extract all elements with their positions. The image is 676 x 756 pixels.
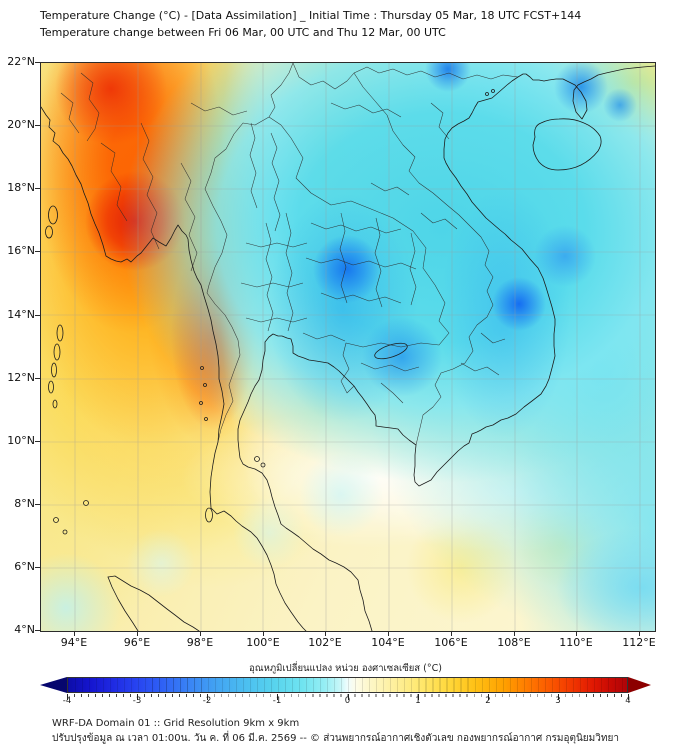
lon-tick (514, 631, 515, 636)
colorbar-tick-3: 3 (555, 696, 561, 706)
colorbar-gradient (67, 677, 628, 693)
lon-tick (388, 631, 389, 636)
colorbar-major-tick (347, 694, 349, 700)
lat-label-14n: 14°N (7, 308, 35, 321)
lat-tick (35, 315, 40, 316)
page-title: Temperature Change (°C) - [Data Assimila… (40, 9, 582, 22)
admin-borders (60, 63, 519, 446)
footer-block: WRF-DA Domain 01 :: Grid Resolution 9km … (52, 716, 662, 746)
lon-label-96e: 96°E (123, 636, 151, 649)
lon-label-110e: 110°E (559, 636, 593, 649)
lat-tick (35, 567, 40, 568)
lon-label-108e: 108°E (497, 636, 531, 649)
lat-tick (35, 62, 40, 63)
lon-tick (576, 631, 577, 636)
colorbar-major-tick (207, 694, 208, 700)
page-subtitle: Temperature change between Fri 06 Mar, 0… (40, 26, 446, 39)
lon-tick (263, 631, 264, 636)
colorbar-tick-2: 2 (485, 696, 491, 706)
lat-tick (35, 251, 40, 252)
footer-update-credit: ปรับปรุงข้อมูล ณ เวลา 01:00น. วัน ค. ที่… (52, 733, 619, 744)
colorbar-tick-0: 0 (344, 696, 351, 706)
lat-label-20n: 20°N (7, 118, 35, 131)
colorbar-title: อุณหภูมิเปลี่ยนแปลง หน่วย องศาเซลเซียส (… (249, 663, 442, 674)
coastlines (41, 65, 655, 631)
colorbar-major-tick (67, 694, 68, 700)
lat-label-16n: 16°N (7, 244, 35, 257)
colorbar-tick-neg2: -2 (202, 696, 212, 706)
lon-label-112e: 112°E (622, 636, 656, 649)
lon-label-104e: 104°E (371, 636, 405, 649)
lat-tick (35, 630, 40, 631)
colorbar-major-tick (488, 694, 489, 700)
lat-label-6n: 6°N (14, 560, 35, 573)
title-block: Temperature Change (°C) - [Data Assimila… (40, 7, 660, 41)
colorbar-tick-neg3: -3 (132, 696, 142, 706)
lon-tick (200, 631, 201, 636)
lat-tick (35, 125, 40, 126)
colorbar-major-tick (418, 694, 419, 700)
colorbar-major-tick (137, 694, 138, 700)
lon-tick (137, 631, 138, 636)
colorbar-major-tick (277, 694, 278, 700)
lat-label-18n: 18°N (7, 181, 35, 194)
lat-tick (35, 441, 40, 442)
lat-tick (35, 188, 40, 189)
lon-label-100e: 100°E (246, 636, 280, 649)
colorbar (40, 677, 651, 700)
lat-tick (35, 504, 40, 505)
footer-domain-info: WRF-DA Domain 01 :: Grid Resolution 9km … (52, 718, 300, 729)
lat-label-22n: 22°N (7, 55, 35, 68)
lon-label-102e: 102°E (308, 636, 342, 649)
lat-label-12n: 12°N (7, 371, 35, 384)
colorbar-right-arrow (628, 677, 651, 693)
lon-label-98e: 98°E (186, 636, 214, 649)
colorbar-tick-1: 1 (415, 696, 421, 706)
map-overlay-svg (41, 63, 655, 631)
colorbar-major-tick (558, 694, 559, 700)
lat-label-4n: 4°N (14, 623, 35, 636)
lon-tick (451, 631, 452, 636)
lat-label-8n: 8°N (14, 497, 35, 510)
colorbar-tick-neg4: -4 (62, 696, 72, 706)
map-plot-area (40, 62, 656, 632)
lon-label-94e: 94°E (60, 636, 88, 649)
colorbar-left-arrow (40, 677, 67, 693)
lat-tick (35, 378, 40, 379)
colorbar-tick-neg1: -1 (272, 696, 282, 706)
lon-tick (74, 631, 75, 636)
lat-label-10n: 10°N (7, 434, 35, 447)
lon-label-106e: 106°E (434, 636, 468, 649)
lon-tick (639, 631, 640, 636)
graticule-grid (41, 63, 655, 631)
lon-tick (325, 631, 326, 636)
colorbar-tick-4: 4 (625, 696, 631, 706)
colorbar-major-tick (628, 694, 629, 700)
